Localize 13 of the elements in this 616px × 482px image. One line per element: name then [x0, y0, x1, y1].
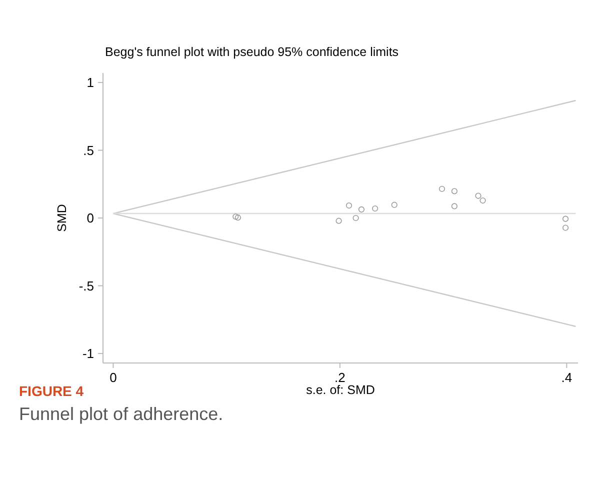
- x-axis-title: s.e. of: SMD: [306, 383, 375, 397]
- x-tick-label: .4: [561, 370, 572, 385]
- y-tick-label: 1: [86, 75, 94, 90]
- chart-title: Begg's funnel plot with pseudo 95% confidence limits: [105, 45, 399, 59]
- y-tick-label: 0: [86, 210, 94, 226]
- caption: FIGURE 4: [19, 383, 84, 399]
- y-tick-label: .5: [83, 142, 94, 158]
- y-axis-title: SMD: [55, 204, 69, 232]
- y-tick-label: -.5: [78, 278, 94, 294]
- y-tick-label: -1: [82, 346, 94, 362]
- text: Funnel plot of adherence.: [19, 404, 224, 424]
- x-tick-label: .2: [334, 370, 346, 385]
- x-tick-label: 0: [110, 370, 117, 385]
